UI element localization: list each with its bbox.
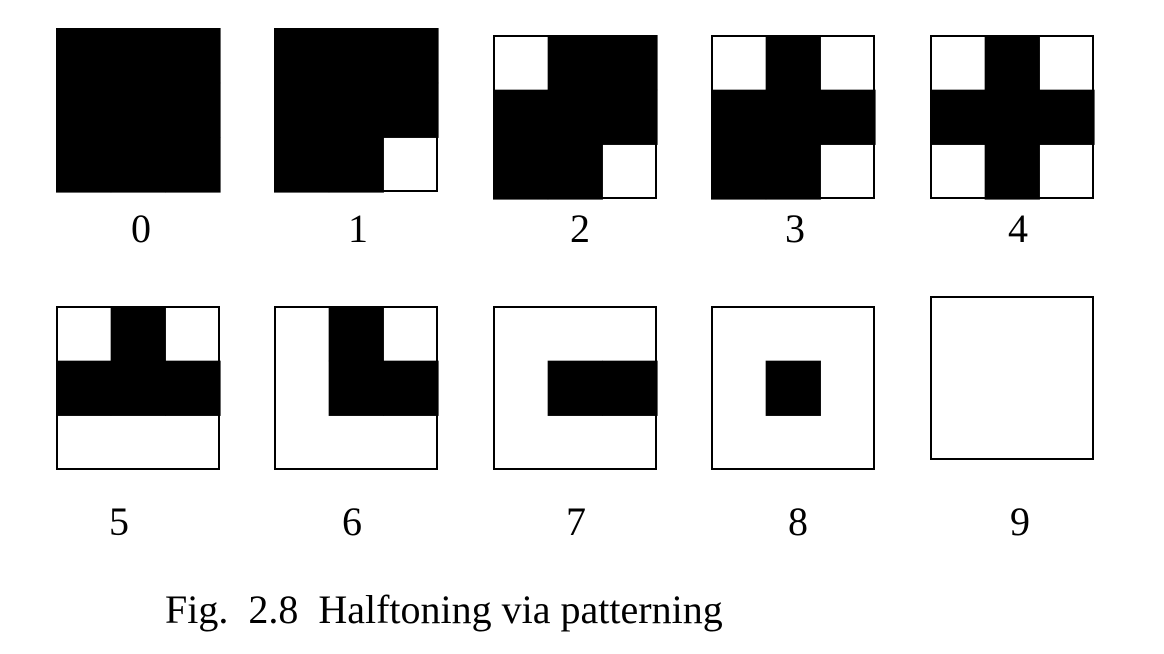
pattern-5 bbox=[56, 306, 221, 470]
filled-cell bbox=[165, 28, 221, 84]
filled-cell bbox=[383, 28, 439, 84]
filled-cell bbox=[547, 144, 603, 200]
pattern-border bbox=[711, 306, 875, 470]
pattern-label-5: 5 bbox=[109, 499, 129, 544]
filled-cell bbox=[547, 360, 603, 416]
pattern-border bbox=[274, 306, 438, 470]
pattern-border bbox=[711, 35, 875, 199]
filled-cell bbox=[547, 89, 603, 145]
filled-cell bbox=[274, 137, 330, 193]
filled-cell bbox=[56, 28, 112, 84]
filled-cell bbox=[110, 82, 166, 138]
filled-cell bbox=[765, 89, 821, 145]
pattern-label-9: 9 bbox=[1010, 499, 1030, 544]
pattern-2 bbox=[493, 35, 658, 200]
pattern-label-3: 3 bbox=[785, 206, 805, 251]
pattern-label-2: 2 bbox=[570, 206, 590, 251]
filled-cell bbox=[1039, 89, 1095, 145]
filled-cell bbox=[765, 360, 821, 416]
pattern-border bbox=[930, 296, 1094, 460]
filled-cell bbox=[56, 360, 112, 416]
filled-cell bbox=[110, 137, 166, 193]
pattern-label-7: 7 bbox=[566, 499, 586, 544]
filled-cell bbox=[984, 35, 1040, 91]
filled-cell bbox=[165, 360, 221, 416]
pattern-0 bbox=[56, 28, 221, 193]
pattern-9 bbox=[930, 296, 1094, 460]
pattern-border bbox=[493, 35, 657, 199]
filled-cell bbox=[328, 137, 384, 193]
pattern-background bbox=[930, 296, 1094, 460]
pattern-label-6: 6 bbox=[342, 499, 362, 544]
pattern-4 bbox=[930, 35, 1095, 200]
filled-cell bbox=[383, 360, 439, 416]
filled-cell bbox=[328, 82, 384, 138]
filled-cell bbox=[110, 28, 166, 84]
filled-cell bbox=[110, 360, 166, 416]
pattern-7 bbox=[493, 306, 658, 470]
filled-cell bbox=[274, 82, 330, 138]
filled-cell bbox=[984, 144, 1040, 200]
pattern-border bbox=[493, 306, 657, 470]
filled-cell bbox=[711, 144, 767, 200]
filled-cell bbox=[711, 89, 767, 145]
filled-cell bbox=[274, 28, 330, 84]
filled-cell bbox=[930, 89, 986, 145]
figure-caption: Fig. 2.8 Halftoning via patterning bbox=[165, 587, 723, 632]
filled-cell bbox=[328, 360, 384, 416]
filled-cell bbox=[110, 306, 166, 362]
filled-cell bbox=[493, 144, 549, 200]
filled-cell bbox=[383, 82, 439, 138]
filled-cell bbox=[547, 35, 603, 91]
filled-cell bbox=[328, 28, 384, 84]
pattern-label-0: 0 bbox=[131, 206, 151, 251]
filled-cell bbox=[328, 306, 384, 362]
filled-cell bbox=[602, 360, 658, 416]
pattern-label-8: 8 bbox=[788, 499, 808, 544]
pattern-border bbox=[930, 35, 1094, 199]
filled-cell bbox=[493, 89, 549, 145]
pattern-border bbox=[56, 306, 220, 470]
filled-cell bbox=[602, 89, 658, 145]
filled-cell bbox=[165, 137, 221, 193]
filled-cell bbox=[602, 35, 658, 91]
filled-cell bbox=[820, 89, 876, 145]
pattern-8 bbox=[711, 306, 875, 470]
pattern-3 bbox=[711, 35, 876, 200]
pattern-border bbox=[274, 28, 438, 192]
filled-cell bbox=[765, 35, 821, 91]
filled-cell bbox=[165, 82, 221, 138]
filled-cell bbox=[984, 89, 1040, 145]
filled-cell bbox=[56, 82, 112, 138]
pattern-label-1: 1 bbox=[348, 206, 368, 251]
filled-cell bbox=[765, 144, 821, 200]
pattern-label-4: 4 bbox=[1008, 206, 1028, 251]
filled-cell bbox=[56, 137, 112, 193]
pattern-6 bbox=[274, 306, 439, 470]
pattern-border bbox=[56, 28, 220, 192]
pattern-1 bbox=[274, 28, 439, 193]
